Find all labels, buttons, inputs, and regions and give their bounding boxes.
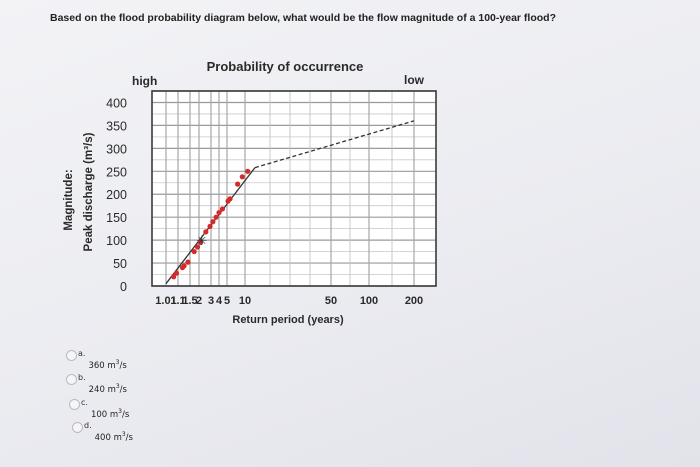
y-tick-label: 150 — [106, 211, 127, 225]
data-point — [239, 174, 245, 180]
data-point — [185, 259, 191, 265]
annotation-marker: ✳ — [197, 234, 208, 249]
option-label: 100 m3/s — [91, 408, 129, 420]
option-unit-exp: 3 — [121, 431, 126, 438]
option-value: 240 — [88, 384, 105, 395]
label-low: low — [404, 73, 425, 87]
trend-line-extrapolated — [254, 120, 415, 169]
radio-d[interactable] — [72, 422, 83, 433]
x-tick-label: 1.01 — [155, 295, 176, 307]
data-point — [207, 223, 213, 229]
option-label: 400 m3/s — [95, 431, 133, 443]
option-unit-base: m — [109, 409, 119, 420]
option-unit-exp: 3 — [115, 359, 120, 366]
chart-labels: Probability of occurrence high low Retur… — [63, 59, 425, 326]
data-point — [235, 181, 241, 187]
y-tick-label: 0 — [120, 280, 127, 294]
option-value: 400 — [94, 432, 111, 443]
chart-title: Probability of occurrence — [207, 59, 364, 74]
radio-a[interactable] — [66, 350, 77, 361]
option-unit-exp: 3 — [118, 408, 122, 415]
option-c[interactable]: c. 100 m3/s — [69, 398, 129, 420]
x-tick-label: 200 — [405, 295, 423, 307]
x-tick-label: 1.5 — [182, 295, 197, 307]
y-tick-label: 200 — [106, 188, 127, 202]
option-label: 360 m3/s — [88, 359, 126, 371]
option-letter: a. — [78, 349, 86, 358]
x-tick-label: 10 — [239, 295, 251, 307]
option-letter: b. — [78, 373, 86, 382]
option-letter: d. — [84, 421, 92, 430]
data-point — [203, 229, 209, 235]
y-axis-title-line1: Magnitude: — [63, 169, 75, 230]
x-axis-title: Return period (years) — [232, 314, 344, 326]
data-point — [213, 214, 219, 220]
x-tick-labels: 1.011.11.52 3 4 5 10 50 100 200 — [155, 295, 423, 307]
data-point — [216, 209, 222, 216]
x-tick-label: 5 — [224, 295, 230, 307]
x-tick-label: 50 — [325, 295, 337, 307]
data-point — [171, 274, 177, 280]
y-tick-label: 350 — [106, 119, 127, 133]
radio-c[interactable] — [69, 399, 80, 410]
option-unit-tail: /s — [119, 360, 127, 371]
option-value: 100 — [90, 409, 108, 420]
question-text: Based on the flood probability diagram b… — [50, 12, 556, 24]
x-tick-label: 1.1 — [170, 295, 185, 307]
plot-background — [152, 91, 436, 286]
flood-probability-chart: ✳ Probability of occurrence high low Ret… — [63, 59, 437, 326]
option-a[interactable]: a. 360 m3/s — [66, 349, 127, 371]
data-point — [191, 248, 197, 255]
data-point — [181, 263, 187, 269]
option-d[interactable]: d. 400 m3/s — [72, 421, 133, 443]
option-unit-tail: /s — [119, 384, 127, 395]
data-point — [194, 244, 201, 250]
y-axis-title-line2: Peak discharge (m³/s) — [83, 132, 95, 251]
chart-points: ✳ — [171, 168, 251, 280]
label-high: high — [132, 74, 157, 88]
data-point — [245, 168, 251, 174]
data-point — [197, 239, 204, 246]
option-label: 240 m3/s — [89, 383, 127, 395]
option-letter: c. — [81, 398, 88, 407]
option-value: 360 — [88, 360, 105, 371]
y-tick-label: 50 — [113, 257, 127, 271]
option-unit-base: m — [107, 360, 116, 371]
option-unit-exp: 3 — [115, 383, 120, 390]
data-point — [219, 206, 226, 212]
y-tick-labels: 0 50 100 150 200 250 300 350 400 — [106, 96, 127, 294]
option-b[interactable]: b. 240 m3/s — [66, 373, 127, 395]
radio-b[interactable] — [66, 374, 77, 385]
option-unit-base: m — [113, 432, 122, 443]
chart-frame — [151, 90, 437, 287]
x-tick-label: 4 — [216, 295, 223, 307]
x-tick-label: 100 — [360, 295, 378, 307]
x-tick-label: 2 — [196, 295, 202, 307]
plot-border — [151, 90, 437, 287]
y-tick-label: 300 — [106, 142, 127, 156]
y-tick-label: 100 — [106, 234, 127, 248]
option-unit-tail: /s — [125, 432, 133, 443]
option-unit-tail: /s — [122, 409, 130, 420]
y-tick-label: 250 — [106, 165, 127, 179]
chart-grid — [152, 90, 436, 287]
option-unit-base: m — [107, 384, 116, 395]
x-tick-label: 3 — [208, 295, 214, 307]
data-point — [173, 270, 180, 276]
data-point — [210, 219, 216, 225]
data-point — [227, 196, 233, 202]
y-tick-label: 400 — [106, 96, 127, 110]
